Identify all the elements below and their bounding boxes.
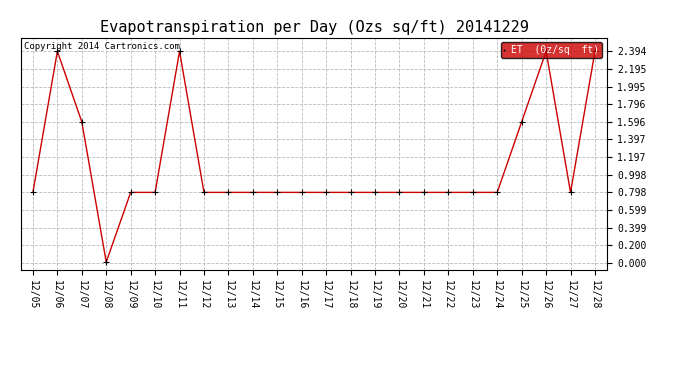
Legend: ET  (0z/sq  ft): ET (0z/sq ft) bbox=[501, 42, 602, 58]
Title: Evapotranspiration per Day (Ozs sq/ft) 20141229: Evapotranspiration per Day (Ozs sq/ft) 2… bbox=[99, 20, 529, 35]
Text: Copyright 2014 Cartronics.com: Copyright 2014 Cartronics.com bbox=[23, 42, 179, 51]
